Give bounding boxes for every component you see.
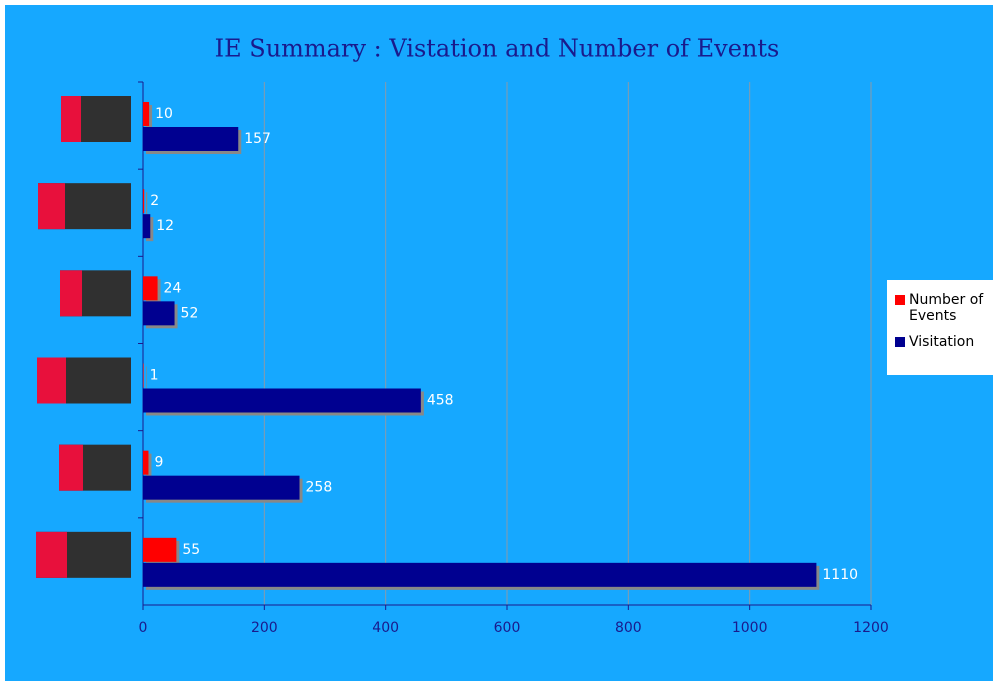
category-image-accent [60,270,82,316]
data-label: 55 [182,542,200,558]
chart-title: IE Summary : Vistation and Number of Eve… [215,35,780,63]
category-image-accent [59,445,83,491]
bar [143,538,176,562]
bar [143,276,158,300]
x-tick-label: 600 [494,620,521,636]
bar [143,364,144,388]
bar [143,476,300,500]
data-label: 24 [164,280,182,296]
data-label: 10 [155,106,173,122]
legend-item: Visitation [895,334,994,350]
bar [143,451,148,475]
bar-shadow [146,367,147,391]
category-image-accent [38,183,65,229]
bar [143,102,149,126]
x-tick-label: 400 [372,620,399,636]
legend-label: Number of Events [909,292,994,324]
data-label: 52 [181,305,199,321]
category-image-accent [61,96,81,142]
data-label: 2 [150,193,159,209]
data-label: 12 [156,218,174,234]
bar [143,214,150,238]
bar [143,389,421,413]
bar [143,563,816,587]
legend-swatch [895,337,905,347]
data-label: 1110 [822,567,858,583]
data-label: 258 [306,480,333,496]
category-image-accent [37,358,66,404]
data-label: 1 [150,368,159,384]
category-image-accent [36,532,67,578]
x-tick-label: 0 [139,620,148,636]
data-label: 9 [154,455,163,471]
data-label: 157 [244,131,271,147]
page: IE Summary : Vistation and Number of Eve… [0,0,998,686]
legend: Number of Events Visitation [887,280,998,375]
bar [143,301,175,325]
bar [143,189,144,213]
legend-item: Number of Events [895,292,994,324]
chart: IE Summary : Vistation and Number of Eve… [0,0,998,686]
x-tick-label: 1000 [732,620,768,636]
bar [143,127,238,151]
data-label: 458 [427,393,454,409]
bar-shadow [146,192,147,216]
x-tick-label: 1200 [853,620,889,636]
legend-label: Visitation [909,334,974,350]
x-tick-label: 200 [251,620,278,636]
x-tick-label: 800 [615,620,642,636]
legend-swatch [895,295,905,305]
